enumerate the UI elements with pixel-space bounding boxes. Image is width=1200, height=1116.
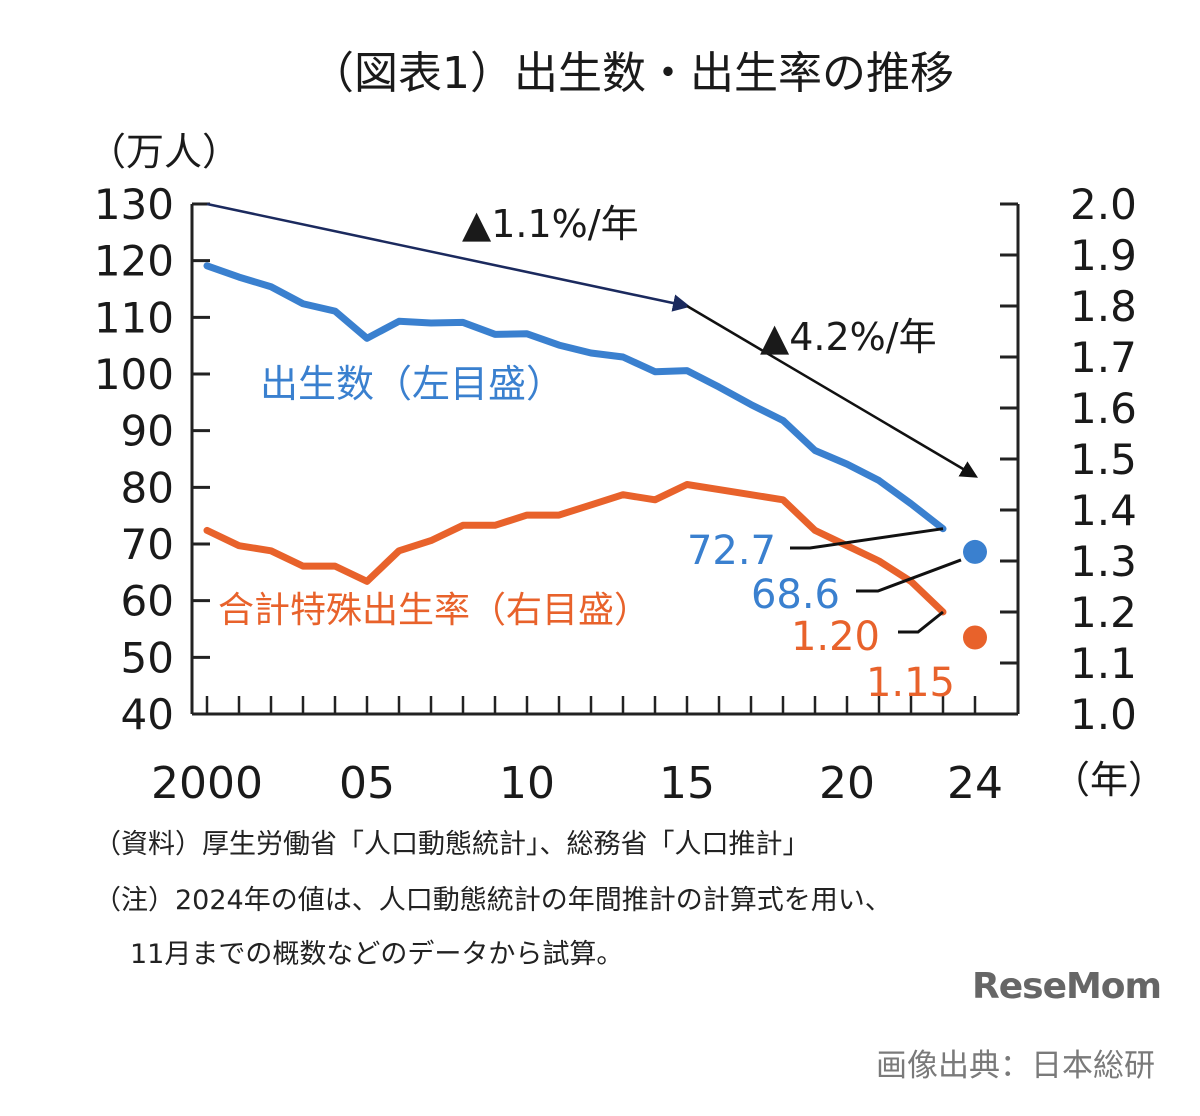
right-axis-tick-label: 1.7 <box>1070 333 1137 382</box>
right-axis-tick-label: 1.4 <box>1070 486 1137 535</box>
trend-arrow <box>686 304 979 478</box>
fertility-2023-leader-line <box>898 610 944 634</box>
left-axis-tick-label: 70 <box>121 520 174 569</box>
x-axis-tick-label: 05 <box>339 758 395 809</box>
left-axis-tick-label: 60 <box>121 577 174 626</box>
resemom-logo: ReseMom <box>972 966 1162 1007</box>
left-axis-tick-label: 100 <box>94 350 174 399</box>
births-series-label: 出生数（左目盛） <box>260 362 564 406</box>
chart-title: （図表1）出生数・出生率の推移 <box>310 48 954 99</box>
left-axis-tick-label: 120 <box>94 237 174 286</box>
left-axis-tick-label: 110 <box>94 293 174 342</box>
left-axis-tick-label: 50 <box>121 633 174 682</box>
births-2023-value-label: 72.7 <box>687 528 776 574</box>
x-axis-unit: （年） <box>1052 758 1166 802</box>
fertility-rate-line <box>203 481 947 616</box>
right-axis-tick-label: 1.2 <box>1070 588 1137 637</box>
x-axis-tick-label: 20 <box>819 758 875 809</box>
right-axis-tick-label: 1.5 <box>1070 435 1137 484</box>
left-axis-tick-label: 130 <box>94 180 174 229</box>
chart: （図表1）出生数・出生率の推移 （万人） （年） 405060708090100… <box>88 48 1166 809</box>
right-axis-tick-label: 1.8 <box>1070 282 1137 331</box>
right-axis-tick-label: 1.1 <box>1070 639 1137 688</box>
births-2024-leader-line <box>856 558 962 593</box>
trend-label-2015-2024: ▲4.2%/年 <box>760 315 937 359</box>
fertility-series-label: 合計特殊出生率（右目盛） <box>218 590 650 631</box>
x-axis-tick-label: 15 <box>659 758 715 809</box>
fertility-2024-value-label: 1.15 <box>866 660 955 706</box>
right-axis-tick-label: 1.6 <box>1070 384 1137 433</box>
left-axis-tick-label: 80 <box>121 463 174 512</box>
right-axis-tick-label: 2.0 <box>1070 180 1137 229</box>
left-axis-unit: （万人） <box>88 130 240 174</box>
plot-area: 4050607080901001101201301.01.11.21.31.41… <box>94 180 1137 809</box>
right-axis-tick-label: 1.3 <box>1070 537 1137 586</box>
births-2023-leader-line <box>790 527 944 550</box>
right-axis-tick-label: 1.9 <box>1070 231 1137 280</box>
trend-arrow <box>206 202 691 312</box>
left-axis-tick-label: 40 <box>121 690 174 739</box>
x-axis-tick-label: 24 <box>947 758 1003 809</box>
image-credit: 画像出典：日本総研 <box>876 1048 1155 1084</box>
footnote-line-2: 11月までの概数などのデータから試算。 <box>130 939 624 970</box>
trend-label-2000-2015: ▲1.1%/年 <box>462 202 639 246</box>
births-line <box>203 262 947 533</box>
births-2024-value-label: 68.6 <box>751 572 840 618</box>
fertility-2024-estimate-dot <box>963 625 987 650</box>
births-2024-estimate-dot <box>963 539 987 564</box>
footnote-line-1: （注）2024年の値は、人口動態統計の年間推計の計算式を用い、 <box>94 885 892 916</box>
x-axis-tick-label: 2000 <box>151 758 263 809</box>
left-axis-tick-label: 90 <box>121 407 174 456</box>
source-note: （資料）厚生労働省「人口動態統計」、総務省「人口推計」 <box>94 829 810 860</box>
x-axis-tick-label: 10 <box>499 758 555 809</box>
fertility-2023-value-label: 1.20 <box>791 614 880 660</box>
right-axis-tick-label: 1.0 <box>1070 690 1137 739</box>
